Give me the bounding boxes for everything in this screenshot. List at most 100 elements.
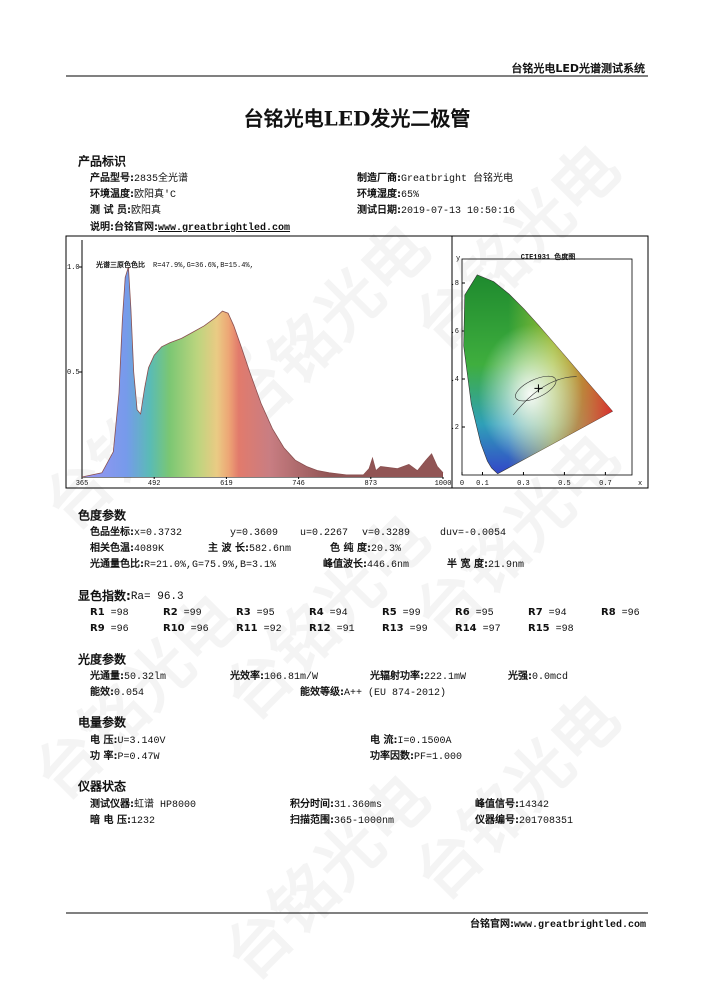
cie-title: CIE1931 色度图	[521, 252, 576, 262]
ri-item: R1 =98	[90, 607, 129, 619]
field: 仪器编号:201708351	[474, 813, 573, 827]
field-label: R6	[455, 607, 470, 618]
chart-frame	[65, 235, 649, 489]
field-value: 0.0mcd	[532, 671, 568, 683]
field-value: 50.32lm	[124, 671, 166, 683]
section-heading: 产品标识	[78, 154, 126, 169]
field-value: U=3.140V	[117, 736, 165, 747]
cie-frame	[461, 258, 633, 476]
note-site-label: 台铭官网:	[114, 220, 158, 233]
field-value: =96	[191, 624, 209, 635]
field-label: R8	[601, 607, 616, 618]
field-label: R1	[90, 607, 105, 618]
ri-item: R11 =92	[236, 623, 282, 635]
field: 环境温度:欧阳真'C	[90, 187, 176, 201]
field-label: 显色指数:	[78, 588, 131, 603]
field-value: =97	[483, 624, 501, 635]
field-value: 106.81m/W	[264, 671, 318, 683]
field: 制造厂商:Greatbright 台铭光电	[357, 171, 513, 185]
ri-item: R15 =98	[528, 623, 574, 635]
x-tick-label: 0.5	[558, 480, 571, 488]
x-tick-label: 0	[460, 480, 464, 488]
cie-gamut-white	[463, 274, 613, 474]
x-tick-label: 492	[148, 480, 161, 488]
ri-item: R13 =99	[382, 623, 428, 635]
x-tick-label: 1000	[435, 480, 452, 488]
field-label: 测试日期:	[357, 203, 401, 216]
field: 主 波 长:582.6nm	[208, 541, 291, 555]
field-value: A++ (EU 874-2012)	[344, 687, 446, 699]
field-label: 相关色温:	[90, 541, 134, 554]
field-label: 半 宽 度:	[447, 557, 488, 570]
ri-item: R10 =96	[163, 623, 209, 635]
field-value: =95	[476, 608, 494, 619]
x-tick-label: 873	[364, 480, 377, 488]
measured-point	[534, 384, 543, 393]
field-label: 光强:	[507, 669, 532, 682]
report-title: 台铭光电LED发光二极管	[244, 107, 471, 131]
field-value: duv=-0.0054	[440, 527, 506, 539]
field: 光辐射功率:222.1mW	[369, 669, 466, 683]
field-value: =91	[337, 624, 355, 635]
field-value: 222.1mW	[424, 672, 466, 683]
field-label: 色品坐标:	[90, 525, 134, 538]
field: 电 流:I=0.1500A	[370, 733, 452, 747]
y-tick-label: 1.0	[67, 264, 80, 272]
field-value: =95	[257, 608, 275, 619]
field: 环境湿度:65%	[357, 187, 419, 201]
ri-item: R7 =94	[528, 607, 567, 619]
field-value: I=0.1500A	[397, 736, 451, 747]
field-label: 测试仪器:	[90, 797, 134, 810]
ri-item: R8 =96	[601, 607, 640, 619]
section-heading: 仪器状态	[77, 779, 126, 794]
planck-locus	[512, 376, 577, 416]
x-tick-label: 0.3	[517, 480, 530, 488]
field: 峰值信号:14342	[475, 797, 549, 811]
ri-item: R4 =94	[309, 607, 348, 619]
field-label: 扫描范围:	[290, 813, 334, 826]
section-heading: 电量参数	[78, 715, 127, 730]
x-tick-label: 0.7	[599, 480, 612, 488]
field-label: 功率因数:	[370, 749, 414, 762]
field-value: R=21.0%,G=75.9%,B=3.1%	[144, 560, 276, 571]
section-heading: 光度参数	[77, 652, 127, 667]
field: 能效:0.054	[90, 685, 144, 699]
field-label: 电 压:	[90, 733, 117, 746]
field-label: 仪器编号:	[474, 813, 519, 826]
x-tick-label: 619	[220, 480, 233, 488]
footer-link: www.greatbrightled.com	[514, 919, 646, 931]
field-label: 环境湿度:	[357, 187, 401, 200]
field-label: 主 波 长:	[208, 541, 249, 554]
y-tick-label: .4	[451, 376, 459, 384]
footer-label: 台铭官网:	[470, 917, 514, 930]
field-value: =94	[549, 608, 567, 619]
field: 能效等级:A++ (EU 874-2012)	[300, 685, 446, 699]
field-label: 光通量:	[89, 669, 124, 682]
field-label: R5	[382, 607, 397, 618]
y-tick-label: .6	[451, 328, 459, 336]
field-label: R9	[90, 623, 105, 634]
field: 电 压:U=3.140V	[90, 733, 166, 747]
field-value: 4089K	[134, 544, 164, 555]
field: y=0.3609	[230, 528, 278, 539]
field: 功 率:P=0.47W	[90, 749, 160, 763]
field-label: 测 试 员:	[90, 203, 131, 216]
y-tick-label: .8	[451, 280, 459, 288]
field: 色 纯 度:20.3%	[330, 541, 401, 555]
field: 测试日期:2019-07-13 10:50:16	[357, 203, 515, 217]
field: 暗 电 压:1232	[90, 813, 155, 827]
field-label: 光效率:	[229, 669, 264, 682]
field-value: 365-1000nm	[334, 816, 394, 827]
field: 积分时间:31.360ms	[290, 797, 382, 811]
field-value: 31.360ms	[334, 800, 382, 811]
field-label: 能效等级:	[300, 685, 344, 698]
field-value: 0.054	[114, 688, 144, 699]
ri-item: R14 =97	[455, 623, 501, 635]
field-label: R10	[163, 623, 185, 634]
field: 色品坐标:x=0.3732	[90, 525, 182, 539]
field-label: 电 流:	[370, 733, 397, 746]
spectrum-line	[81, 266, 444, 478]
field: 扫描范围:365-1000nm	[290, 813, 394, 827]
field: 光效率:106.81m/W	[229, 669, 318, 683]
